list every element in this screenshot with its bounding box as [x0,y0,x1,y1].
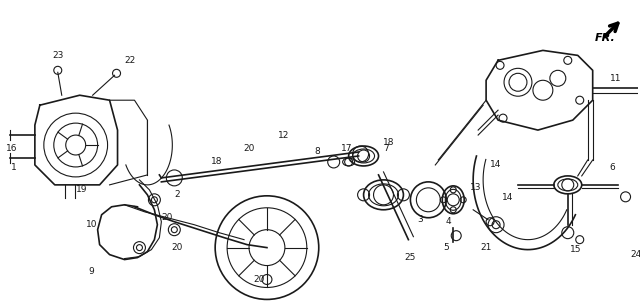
Text: 5: 5 [444,243,449,252]
Text: 19: 19 [76,185,88,194]
Text: 8: 8 [314,148,319,156]
Text: 22: 22 [124,56,135,65]
Text: 20: 20 [172,243,183,252]
Text: FR.: FR. [595,33,616,43]
Text: 13: 13 [470,183,482,192]
Text: 17: 17 [341,144,353,152]
Text: 23: 23 [52,51,63,60]
Text: 25: 25 [404,253,416,262]
Text: 6: 6 [610,163,616,172]
Text: 3: 3 [417,215,423,224]
Text: 14: 14 [502,193,514,202]
Text: 16: 16 [6,144,18,152]
Text: 15: 15 [570,245,582,254]
Text: 11: 11 [610,74,621,83]
Text: 7: 7 [383,144,389,152]
Text: 18: 18 [211,158,223,166]
Text: 4: 4 [445,217,451,226]
Text: 2: 2 [175,190,180,199]
Text: 20: 20 [243,144,255,152]
Text: 14: 14 [490,161,502,169]
Text: 9: 9 [89,267,95,276]
Text: 18: 18 [383,138,394,147]
Text: 20: 20 [253,275,265,284]
Text: 24: 24 [630,250,640,259]
Text: 20: 20 [162,213,173,222]
Text: 10: 10 [86,220,97,229]
Text: 21: 21 [481,243,492,252]
Text: 1: 1 [11,163,17,172]
Text: 12: 12 [278,131,289,140]
